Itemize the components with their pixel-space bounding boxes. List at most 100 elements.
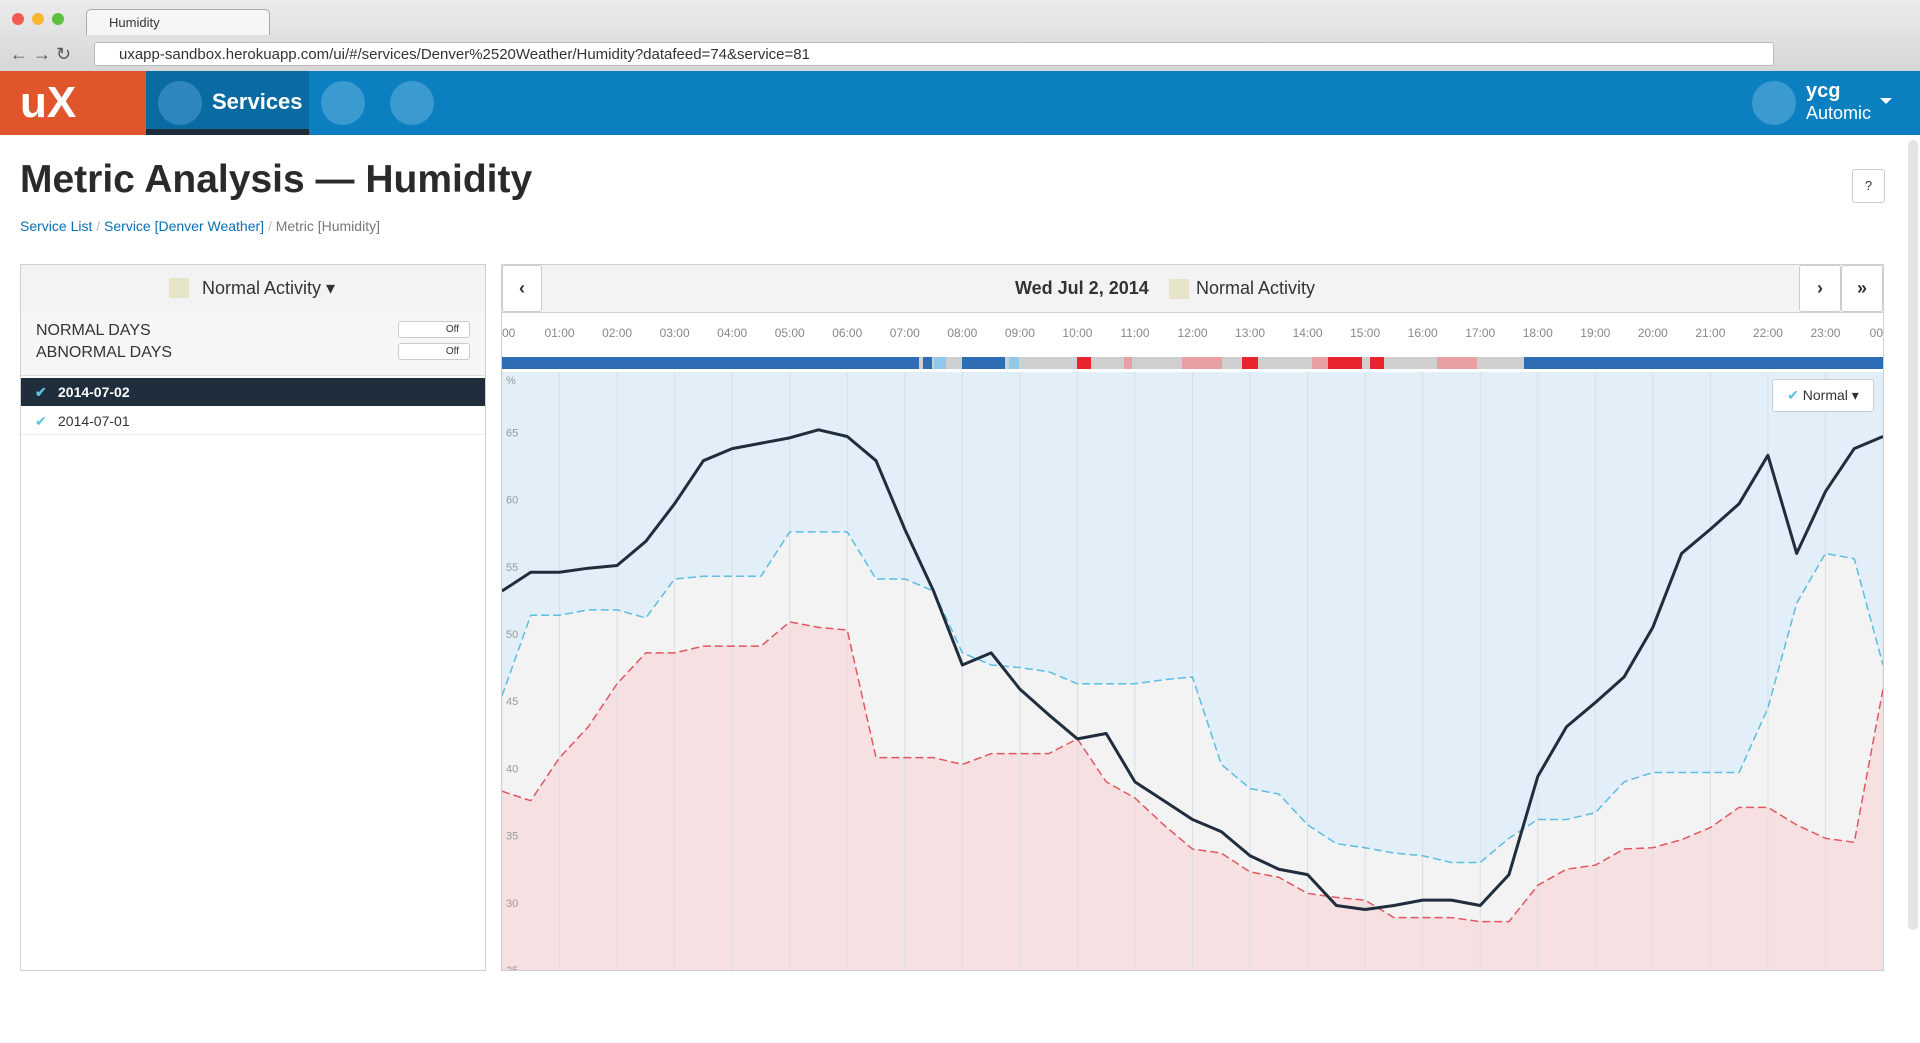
check: ✔ [1787, 387, 1799, 403]
status-light [934, 357, 946, 369]
x-tick-label: 15:00 [1350, 326, 1380, 340]
breadcrumb: Service List / Service [Denver Weather] … [20, 218, 380, 234]
dropdown-label: Normal Activity [202, 278, 322, 298]
status-normal [502, 357, 919, 369]
day-label: 2014-07-01 [58, 413, 130, 429]
nav-arrows[interactable]: ← → ↻ [10, 44, 72, 64]
y-axis-label: % [506, 375, 516, 387]
status-normal [1524, 357, 1883, 369]
legend-swatch [1169, 279, 1189, 299]
user-caret[interactable] [1880, 98, 1892, 110]
mode-dropdown[interactable]: ✔ Normal ▾ [1772, 379, 1874, 412]
page-title: Metric Analysis — Humidity [20, 158, 533, 201]
x-tick-label: 11:00 [1120, 326, 1149, 340]
status-warn [1124, 357, 1132, 369]
x-tick-label: 03:00 [660, 326, 690, 340]
chart-title: Wed Jul 2, 2014 [1015, 278, 1149, 298]
x-tick-label: 00 [502, 326, 516, 340]
scrollbar[interactable] [1908, 140, 1918, 930]
crumb-link[interactable]: Service List [20, 218, 93, 234]
crumb-link[interactable]: Service [Denver Weather] [104, 218, 265, 234]
x-tick-label: 06:00 [832, 326, 862, 340]
y-tick-label: 45 [506, 696, 518, 708]
series-line [502, 428, 1883, 912]
y-tick-label: 65 [506, 427, 518, 439]
user-avatar[interactable] [1752, 81, 1796, 125]
series-line [502, 621, 1883, 923]
status-normal [923, 357, 932, 369]
y-tick-label: 55 [506, 562, 518, 574]
prev-button[interactable]: ‹ [502, 265, 542, 312]
y-tick-label: 35 [506, 831, 518, 843]
check: ✔ [35, 384, 47, 400]
x-tick-label: 16:00 [1408, 326, 1438, 340]
services-icon [158, 81, 202, 125]
x-tick-label: 19:00 [1580, 326, 1610, 340]
close-dot[interactable] [12, 13, 24, 25]
toggle-switch[interactable]: Off [398, 321, 470, 338]
y-tick-label: 40 [506, 763, 518, 775]
legend-label: Normal Activity [1196, 278, 1316, 298]
mode-label: Normal [1802, 387, 1848, 403]
x-tick-label: 13:00 [1235, 326, 1265, 340]
status-light [1009, 357, 1019, 369]
y-tick-label: 60 [506, 495, 518, 507]
status-normal [962, 357, 1005, 369]
x-tick-label: 18:00 [1523, 326, 1553, 340]
url-text: uxapp-sandbox.herokuapp.com/ui/#/service… [119, 46, 810, 63]
x-tick-label: 20:00 [1638, 326, 1668, 340]
x-tick-label: 21:00 [1695, 326, 1725, 340]
toggle-area: NORMAL DAYS Off ABNORMAL DAYS Off [21, 312, 485, 376]
legend-swatch [169, 278, 189, 298]
help-button[interactable]: ? [1852, 169, 1885, 203]
status-warn [1182, 357, 1222, 369]
day-label: 2014-07-02 [58, 384, 130, 400]
x-tick-label: 00 [1870, 326, 1883, 340]
chart: 00 01:00 02:00 03:00 04:00 05:00 06:00 07:00 08:… [502, 326, 1883, 970]
x-tick-label: 01:00 [545, 326, 575, 340]
status-abnormal [1328, 357, 1362, 369]
min-dot[interactable] [32, 13, 44, 25]
x-tick-label: 05:00 [775, 326, 805, 340]
status-abnormal [1242, 357, 1258, 369]
x-tick-label: 12:00 [1177, 326, 1207, 340]
user-org[interactable]: Automic [1806, 103, 1872, 123]
sidebar-header: Normal Activity ▾ [21, 265, 485, 313]
calendar-icon[interactable] [390, 81, 434, 125]
toggle-switch[interactable]: Off [398, 343, 470, 360]
status-abnormal [1370, 357, 1384, 369]
user-name[interactable]: ycg [1806, 80, 1841, 102]
day-row-selected[interactable]: ✔ 2014-07-02 [21, 378, 485, 406]
chart-panel: ‹ Wed Jul 2, 2014 Normal Activity › » 00… [501, 264, 1884, 971]
max-dot[interactable] [52, 13, 64, 25]
add-icon[interactable] [321, 81, 365, 125]
x-tick-label: 08:00 [947, 326, 977, 340]
browser-chrome: Humidity ← → ↻ uxapp-sandbox.herokuapp.c… [0, 0, 1920, 72]
x-tick-label: 07:00 [890, 326, 920, 340]
crumb-current: Metric [Humidity] [275, 218, 380, 234]
x-tick-label: 22:00 [1753, 326, 1783, 340]
sidebar: Normal Activity ▾ NORMAL DAYS Off ABNORM… [20, 264, 486, 971]
url-bar[interactable]: uxapp-sandbox.herokuapp.com/ui/#/service… [94, 42, 1774, 66]
day-row[interactable]: ✔ 2014-07-01 [21, 407, 485, 435]
logo[interactable]: uX [0, 71, 146, 135]
toggle-label: NORMAL DAYS [36, 322, 151, 339]
toggle-label: ABNORMAL DAYS [36, 344, 173, 361]
chart-header: ‹ Wed Jul 2, 2014 Normal Activity › » [502, 265, 1883, 313]
activity-dropdown[interactable]: Normal Activity ▾ [202, 278, 336, 298]
services-tab[interactable]: Services [146, 71, 309, 135]
x-tick-label: 09:00 [1005, 326, 1035, 340]
y-tick-label: 50 [506, 629, 518, 641]
browser-tab[interactable]: Humidity [86, 9, 270, 35]
last-button[interactable]: » [1841, 265, 1883, 312]
next-button[interactable]: › [1799, 265, 1841, 312]
x-tick-label: 23:00 [1810, 326, 1840, 340]
series-line [502, 531, 1883, 864]
x-tick-label: 04:00 [717, 326, 747, 340]
logo-text: uX [20, 78, 77, 127]
x-tick-label: 02:00 [602, 326, 632, 340]
tab-title: Humidity [109, 15, 160, 30]
check: ✔ [35, 413, 47, 429]
status-abnormal [1077, 357, 1091, 369]
